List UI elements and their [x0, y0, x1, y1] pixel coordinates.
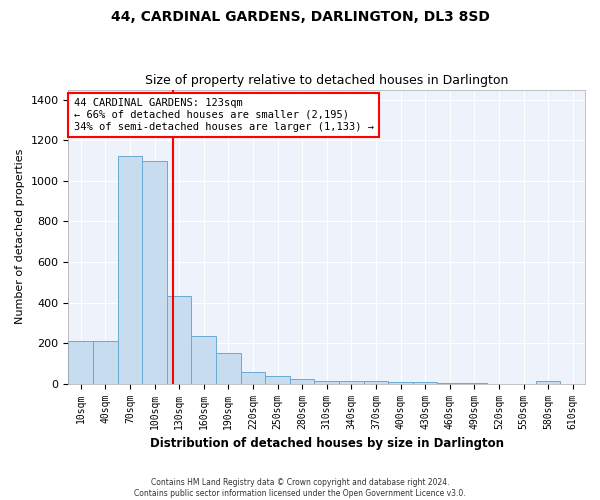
Y-axis label: Number of detached properties: Number of detached properties [15, 149, 25, 324]
Bar [118, 156, 142, 384]
Bar [388, 382, 413, 384]
Bar [241, 372, 265, 384]
Bar [290, 378, 314, 384]
Bar [216, 354, 241, 384]
Title: Size of property relative to detached houses in Darlington: Size of property relative to detached ho… [145, 74, 508, 87]
X-axis label: Distribution of detached houses by size in Darlington: Distribution of detached houses by size … [150, 437, 504, 450]
Bar [68, 341, 93, 384]
Bar [437, 382, 462, 384]
Bar [314, 380, 339, 384]
Bar [191, 336, 216, 384]
Bar [339, 380, 364, 384]
Bar [413, 382, 437, 384]
Bar [167, 296, 191, 384]
Text: 44, CARDINAL GARDENS, DARLINGTON, DL3 8SD: 44, CARDINAL GARDENS, DARLINGTON, DL3 8S… [110, 10, 490, 24]
Text: Contains HM Land Registry data © Crown copyright and database right 2024.
Contai: Contains HM Land Registry data © Crown c… [134, 478, 466, 498]
Bar [93, 341, 118, 384]
Bar [536, 380, 560, 384]
Text: 44 CARDINAL GARDENS: 123sqm
← 66% of detached houses are smaller (2,195)
34% of : 44 CARDINAL GARDENS: 123sqm ← 66% of det… [74, 98, 374, 132]
Bar [265, 376, 290, 384]
Bar [142, 160, 167, 384]
Bar [462, 382, 487, 384]
Bar [364, 380, 388, 384]
